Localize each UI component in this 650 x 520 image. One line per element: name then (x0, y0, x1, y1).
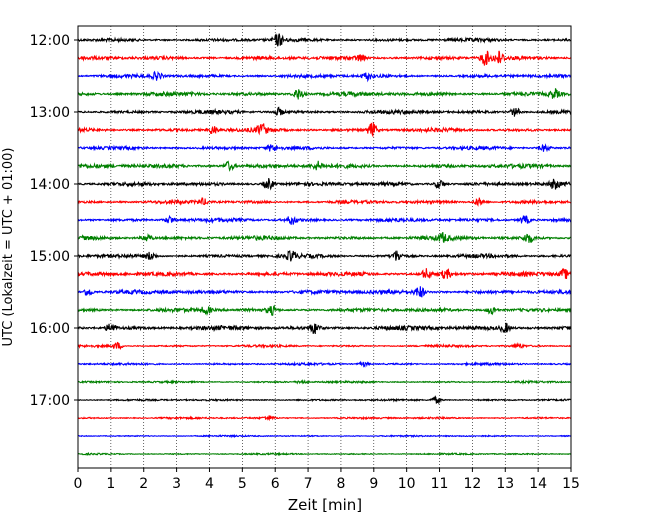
trace-line (77, 106, 572, 117)
x-axis-label: Zeit [min] (288, 496, 362, 514)
x-tick-label: 3 (172, 476, 181, 492)
y-axis-ticks: 12:00 13:00 14:00 15:00 16:00 17:00 (30, 33, 78, 409)
y-tick-label: 14:00 (30, 177, 70, 193)
x-tick-label: 8 (336, 476, 345, 492)
trace-line (77, 414, 572, 422)
x-tick-label: 10 (398, 476, 416, 492)
x-tick-label: 13 (496, 476, 514, 492)
trace-layer (77, 33, 572, 457)
x-tick-label: 9 (369, 476, 378, 492)
x-tick-label: 15 (562, 476, 580, 492)
trace-line (77, 249, 572, 262)
x-tick-label: 1 (106, 476, 115, 492)
trace-line (77, 121, 572, 138)
x-tick-label: 12 (463, 476, 481, 492)
y-axis-label: UTC (Lokalzeit = UTC + 01:00) (1, 148, 16, 347)
trace-line (77, 304, 572, 317)
x-tick-label: 11 (431, 476, 449, 492)
trace-line (77, 160, 572, 172)
trace-line (77, 33, 572, 47)
trace-line (77, 268, 572, 280)
y-tick-label: 13:00 (30, 105, 70, 121)
y-tick-label: 15:00 (30, 249, 70, 265)
x-tick-label: 2 (139, 476, 148, 492)
trace-line (77, 214, 572, 225)
trace-line (77, 197, 572, 207)
trace-line (77, 378, 572, 385)
trace-line (77, 231, 572, 243)
trace-line (77, 451, 572, 457)
trace-line (77, 395, 572, 405)
trace-line (77, 360, 572, 368)
trace-line (77, 50, 572, 66)
plot-frame (77, 25, 572, 469)
y-tick-label: 16:00 (30, 321, 70, 337)
x-tick-label: 14 (529, 476, 547, 492)
x-tick-label: 6 (271, 476, 280, 492)
x-axis-ticks: 0 1 2 3 4 5 6 7 8 9 10 11 12 13 14 15 (74, 468, 580, 492)
trace-line (77, 70, 572, 83)
trace-line (77, 341, 572, 351)
x-tick-label: 5 (238, 476, 247, 492)
trace-line (77, 143, 572, 153)
trace-line (77, 286, 572, 298)
trace-line (77, 87, 572, 100)
trace-line (77, 322, 572, 334)
y-tick-label: 12:00 (30, 33, 70, 49)
trace-line (77, 177, 572, 191)
trace-line (77, 433, 572, 439)
x-tick-label: 7 (304, 476, 313, 492)
x-tick-label: 4 (205, 476, 214, 492)
y-tick-label: 17:00 (30, 393, 70, 409)
x-tick-label: 0 (74, 476, 83, 492)
